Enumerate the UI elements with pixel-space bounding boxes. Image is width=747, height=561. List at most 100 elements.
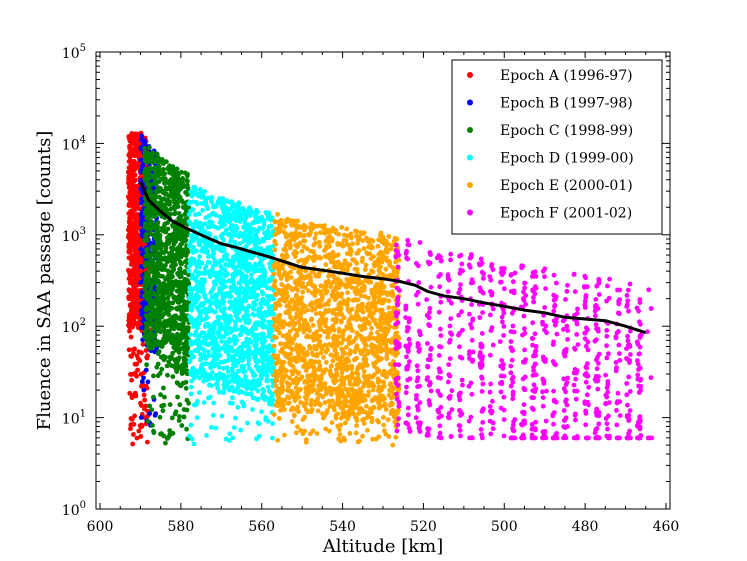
data-point xyxy=(271,283,277,289)
data-point xyxy=(183,369,189,375)
data-point xyxy=(245,420,251,426)
data-point xyxy=(165,186,171,192)
data-point xyxy=(211,400,217,406)
data-point xyxy=(213,425,219,431)
data-point xyxy=(339,370,345,376)
data-point xyxy=(215,375,221,381)
data-point xyxy=(230,395,235,401)
data-point xyxy=(238,278,244,284)
data-point xyxy=(201,279,207,285)
data-point xyxy=(152,235,158,241)
data-point xyxy=(184,397,190,403)
data-point xyxy=(342,258,348,264)
data-point xyxy=(233,319,238,325)
data-point xyxy=(156,238,162,243)
data-point xyxy=(128,416,134,421)
data-point xyxy=(393,259,398,265)
data-point xyxy=(213,261,219,267)
data-point xyxy=(132,187,137,193)
data-point xyxy=(325,334,330,340)
data-point xyxy=(140,243,146,248)
data-point xyxy=(158,299,163,304)
data-point xyxy=(179,368,185,373)
data-point xyxy=(206,298,212,304)
data-point xyxy=(158,186,163,191)
data-point xyxy=(204,315,210,320)
data-point xyxy=(208,290,214,296)
data-point xyxy=(142,149,148,155)
data-point xyxy=(312,235,318,241)
data-point xyxy=(126,196,132,202)
data-point xyxy=(156,326,162,332)
data-point xyxy=(243,244,249,249)
data-point xyxy=(192,191,198,197)
data-point xyxy=(215,385,221,391)
data-point xyxy=(131,158,137,164)
data-point xyxy=(145,157,151,163)
data-point xyxy=(134,314,140,320)
data-point xyxy=(148,221,153,227)
data-point xyxy=(131,178,137,184)
data-point xyxy=(131,281,137,287)
data-point xyxy=(144,212,150,218)
data-point xyxy=(138,200,144,206)
data-point xyxy=(298,400,303,405)
data-point xyxy=(133,292,138,298)
data-point xyxy=(170,172,175,178)
data-point xyxy=(156,305,162,311)
data-point xyxy=(148,331,154,337)
data-point xyxy=(219,413,225,419)
data-point xyxy=(352,266,358,272)
data-point xyxy=(221,238,227,243)
data-point xyxy=(156,287,161,293)
data-point xyxy=(215,345,220,350)
data-point xyxy=(242,287,248,292)
data-point xyxy=(135,300,140,306)
data-point xyxy=(138,238,144,244)
data-point xyxy=(323,426,329,432)
data-point xyxy=(218,280,224,286)
data-point xyxy=(160,274,166,279)
data-point xyxy=(393,434,399,440)
data-point xyxy=(149,291,155,297)
data-point xyxy=(267,361,273,367)
data-point xyxy=(230,276,236,282)
data-point xyxy=(359,280,364,285)
data-point xyxy=(270,421,275,426)
data-point xyxy=(164,256,170,261)
data-point xyxy=(183,307,188,312)
data-point xyxy=(158,392,164,398)
data-point xyxy=(162,319,168,324)
data-point xyxy=(366,295,371,301)
data-point xyxy=(359,286,365,291)
data-point xyxy=(146,225,151,231)
data-point xyxy=(341,328,347,333)
data-point xyxy=(242,211,248,217)
data-point xyxy=(164,363,170,369)
data-point xyxy=(221,334,227,340)
data-point xyxy=(169,415,175,421)
data-point xyxy=(295,244,300,250)
data-point xyxy=(227,379,232,385)
data-point xyxy=(209,199,215,205)
data-point xyxy=(345,290,351,295)
data-point xyxy=(339,346,344,352)
data-point xyxy=(340,333,345,339)
data-point xyxy=(169,279,175,285)
data-point xyxy=(227,292,233,298)
data-point xyxy=(189,378,195,384)
data-point xyxy=(134,373,140,379)
data-point xyxy=(138,222,144,228)
data-point xyxy=(303,439,309,445)
data-point xyxy=(207,260,212,265)
data-point xyxy=(254,239,260,245)
data-point xyxy=(127,229,133,235)
data-point xyxy=(131,194,137,200)
data-point xyxy=(173,278,179,284)
data-point xyxy=(246,230,252,236)
data-point xyxy=(280,346,285,352)
data-point xyxy=(195,325,201,331)
data-point xyxy=(188,422,194,428)
data-point xyxy=(139,215,144,221)
data-point xyxy=(230,337,235,343)
